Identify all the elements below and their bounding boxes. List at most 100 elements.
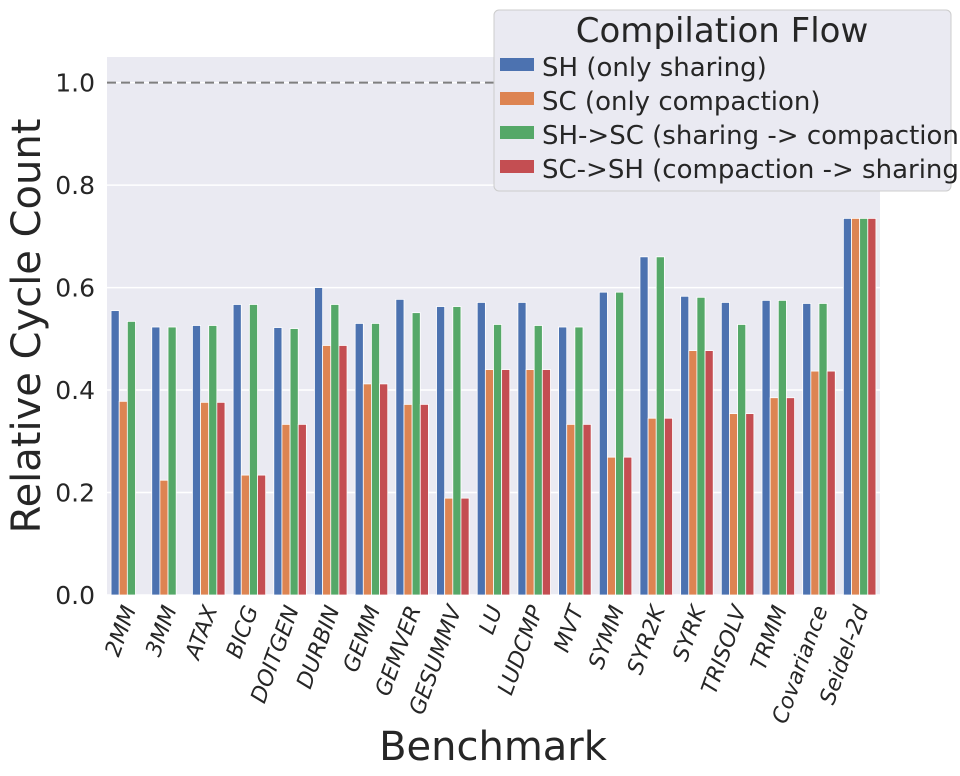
legend-swatch <box>500 160 534 173</box>
bar-DOITGEN-series-3 <box>289 328 299 596</box>
bar-LUDCMP-series-3 <box>533 325 543 596</box>
bar-TRMM-series-2 <box>769 397 779 596</box>
bar-DURBIN-series-2 <box>322 345 332 596</box>
x-tick-label: TRMM <box>747 602 793 673</box>
x-tick-label: GEMM <box>339 602 386 675</box>
bar-TRISOLV-series-4 <box>745 413 755 596</box>
bar-BICG-series-1 <box>232 304 242 596</box>
x-axis-title: Benchmark <box>379 724 608 770</box>
bar-SYMM-series-4 <box>623 456 633 596</box>
bar-GESUMMV-series-4 <box>460 497 470 596</box>
y-tick-label: 0.8 <box>55 171 95 200</box>
x-tick-label: SYR2K <box>623 601 671 678</box>
bar-SYR2K-series-4 <box>663 417 673 596</box>
bar-SYR2K-series-3 <box>655 256 665 596</box>
bar-LUDCMP-series-2 <box>525 369 535 596</box>
legend-label: SC->SH (compaction -> sharing) <box>542 155 960 185</box>
bar-MVT-series-4 <box>582 423 592 596</box>
bar-BICG-series-4 <box>257 474 267 596</box>
bar-ATAX-series-2 <box>200 401 210 596</box>
bar-SYMM-series-1 <box>598 291 608 596</box>
bar-SYR2K-series-2 <box>647 417 657 596</box>
bar-SYRK-series-1 <box>680 295 690 596</box>
bar-MVT-series-2 <box>566 423 576 596</box>
bar-MVT-series-1 <box>558 326 568 596</box>
y-tick-labels: 0.0 0.2 0.4 0.6 0.8 1.0 <box>55 69 95 610</box>
bar-SYMM-series-3 <box>615 291 625 596</box>
bar-Covariance-series-1 <box>802 303 812 596</box>
legend-swatch <box>500 126 534 139</box>
y-tick-label: 0.4 <box>55 376 95 405</box>
bar-2MM-series-1 <box>110 310 120 596</box>
bar-TRISOLV-series-1 <box>720 302 730 596</box>
x-tick-label: MVT <box>550 601 590 656</box>
bar-GEMVER-series-3 <box>411 312 421 596</box>
x-tick-labels: 2MM 3MMATAXBICGDOITGENDURBINGEMMGEMVERGES… <box>101 601 875 727</box>
bar-GESUMMV-series-3 <box>452 306 462 596</box>
bar-GEMM-series-4 <box>379 383 389 596</box>
y-tick-label: 1.0 <box>55 69 95 98</box>
bar-SYRK-series-3 <box>696 296 706 596</box>
bar-GESUMMV-series-2 <box>444 497 454 596</box>
bar-DURBIN-series-3 <box>330 304 340 596</box>
bar-SYRK-series-2 <box>688 350 698 596</box>
x-tick-label: 3MM <box>141 602 182 659</box>
bar-SYRK-series-4 <box>704 350 714 596</box>
bar-Seidel-2d-series-4 <box>867 217 877 596</box>
bar-Covariance-series-3 <box>818 303 828 596</box>
legend-label: SH->SC (sharing -> compaction) <box>542 121 960 151</box>
bar-3MM-series-2 <box>159 479 169 596</box>
bar-TRMM-series-4 <box>786 397 795 596</box>
y-tick-label: 0.2 <box>55 479 95 508</box>
bar-TRISOLV-series-3 <box>737 324 747 596</box>
bar-3MM-series-3 <box>167 326 177 596</box>
bar-SYMM-series-2 <box>607 456 616 596</box>
legend-swatch <box>500 58 534 71</box>
bar-LUDCMP-series-1 <box>517 302 527 596</box>
y-tick-label: 0.6 <box>55 274 95 303</box>
x-tick-label: SYRK <box>669 601 713 665</box>
x-tick-label: ATAX <box>180 602 223 665</box>
bar-LU-series-2 <box>484 369 494 596</box>
bar-Covariance-series-4 <box>826 370 836 596</box>
bar-ATAX-series-4 <box>216 401 226 596</box>
bar-LU-series-1 <box>476 302 486 596</box>
x-tick-label: SYMM <box>584 602 630 672</box>
bar-ATAX-series-3 <box>208 325 218 596</box>
bar-LUDCMP-series-4 <box>541 369 551 596</box>
legend-title: Compilation Flow <box>576 11 869 51</box>
y-tick-label: 0.0 <box>55 581 95 610</box>
bar-ATAX-series-1 <box>192 325 201 596</box>
bar-Seidel-2d-series-3 <box>859 217 869 596</box>
bar-SYR2K-series-1 <box>639 256 649 596</box>
bar-LU-series-4 <box>501 369 511 596</box>
bar-GEMM-series-3 <box>371 323 380 596</box>
bar-DOITGEN-series-1 <box>273 327 283 596</box>
bar-Seidel-2d-series-2 <box>851 217 861 596</box>
bar-TRISOLV-series-2 <box>729 413 739 596</box>
bar-GEMVER-series-2 <box>403 403 413 596</box>
bar-GEMVER-series-4 <box>419 403 429 596</box>
legend-items: SH (only sharing) SC (only compaction) SH-… <box>500 53 960 185</box>
x-tick-label: 2MM <box>101 602 142 659</box>
bar-Covariance-series-2 <box>810 370 820 596</box>
bar-3MM-series-1 <box>151 326 161 596</box>
bar-DURBIN-series-1 <box>314 287 324 596</box>
bar-GEMVER-series-1 <box>395 298 405 596</box>
bar-DOITGEN-series-4 <box>297 423 307 596</box>
bar-GEMM-series-2 <box>362 383 372 596</box>
bar-MVT-series-3 <box>574 326 584 596</box>
bar-GESUMMV-series-1 <box>436 306 446 596</box>
bar-TRMM-series-3 <box>777 299 787 596</box>
bar-Seidel-2d-series-1 <box>842 217 852 596</box>
legend-label: SH (only sharing) <box>542 53 767 83</box>
x-tick-label: BICG <box>222 603 264 662</box>
bar-DURBIN-series-4 <box>338 345 348 596</box>
bar-GEMM-series-1 <box>354 323 364 596</box>
legend-swatch <box>500 92 534 105</box>
legend-label: SC (only compaction) <box>542 87 821 117</box>
bars <box>110 217 877 596</box>
legend-box <box>493 9 952 192</box>
bar-TRMM-series-1 <box>761 299 771 596</box>
